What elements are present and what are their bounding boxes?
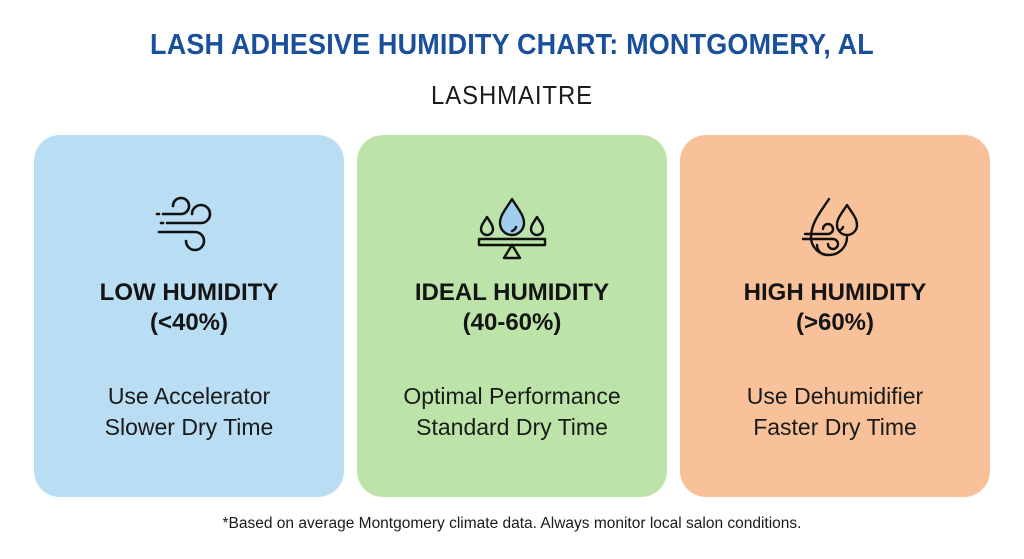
card-heading: IDEAL HUMIDITY bbox=[414, 279, 610, 306]
card-range: (>60%) bbox=[795, 309, 875, 336]
wind-icon bbox=[34, 193, 344, 263]
card-high-humidity: HIGH HUMIDITY (>60%) Use Dehumidifier Fa… bbox=[680, 135, 990, 497]
card-dry-time: Standard Dry Time bbox=[416, 414, 608, 440]
humid-droplets-wind-icon bbox=[680, 193, 990, 263]
card-heading: LOW HUMIDITY bbox=[99, 279, 279, 306]
footnote: *Based on average Montgomery climate dat… bbox=[222, 515, 802, 532]
card-range: (<40%) bbox=[149, 309, 229, 336]
card-range: (40-60%) bbox=[462, 309, 562, 336]
balanced-droplets-icon bbox=[357, 193, 667, 263]
page-title: LASH ADHESIVE HUMIDITY CHART: MONTGOMERY… bbox=[150, 29, 874, 61]
card-advice: Optimal Performance bbox=[403, 383, 621, 409]
card-dry-time: Slower Dry Time bbox=[104, 414, 274, 440]
card-advice: Use Accelerator bbox=[107, 383, 271, 409]
card-advice: Use Dehumidifier bbox=[746, 383, 924, 409]
card-dry-time: Faster Dry Time bbox=[753, 414, 917, 440]
card-low-humidity: LOW HUMIDITY (<40%) Use Accelerator Slow… bbox=[34, 135, 344, 497]
brand-logo: LASHMAITRE bbox=[430, 80, 594, 110]
card-heading: HIGH HUMIDITY bbox=[743, 279, 927, 306]
card-ideal-humidity: IDEAL HUMIDITY (40-60%) Optimal Performa… bbox=[357, 135, 667, 497]
